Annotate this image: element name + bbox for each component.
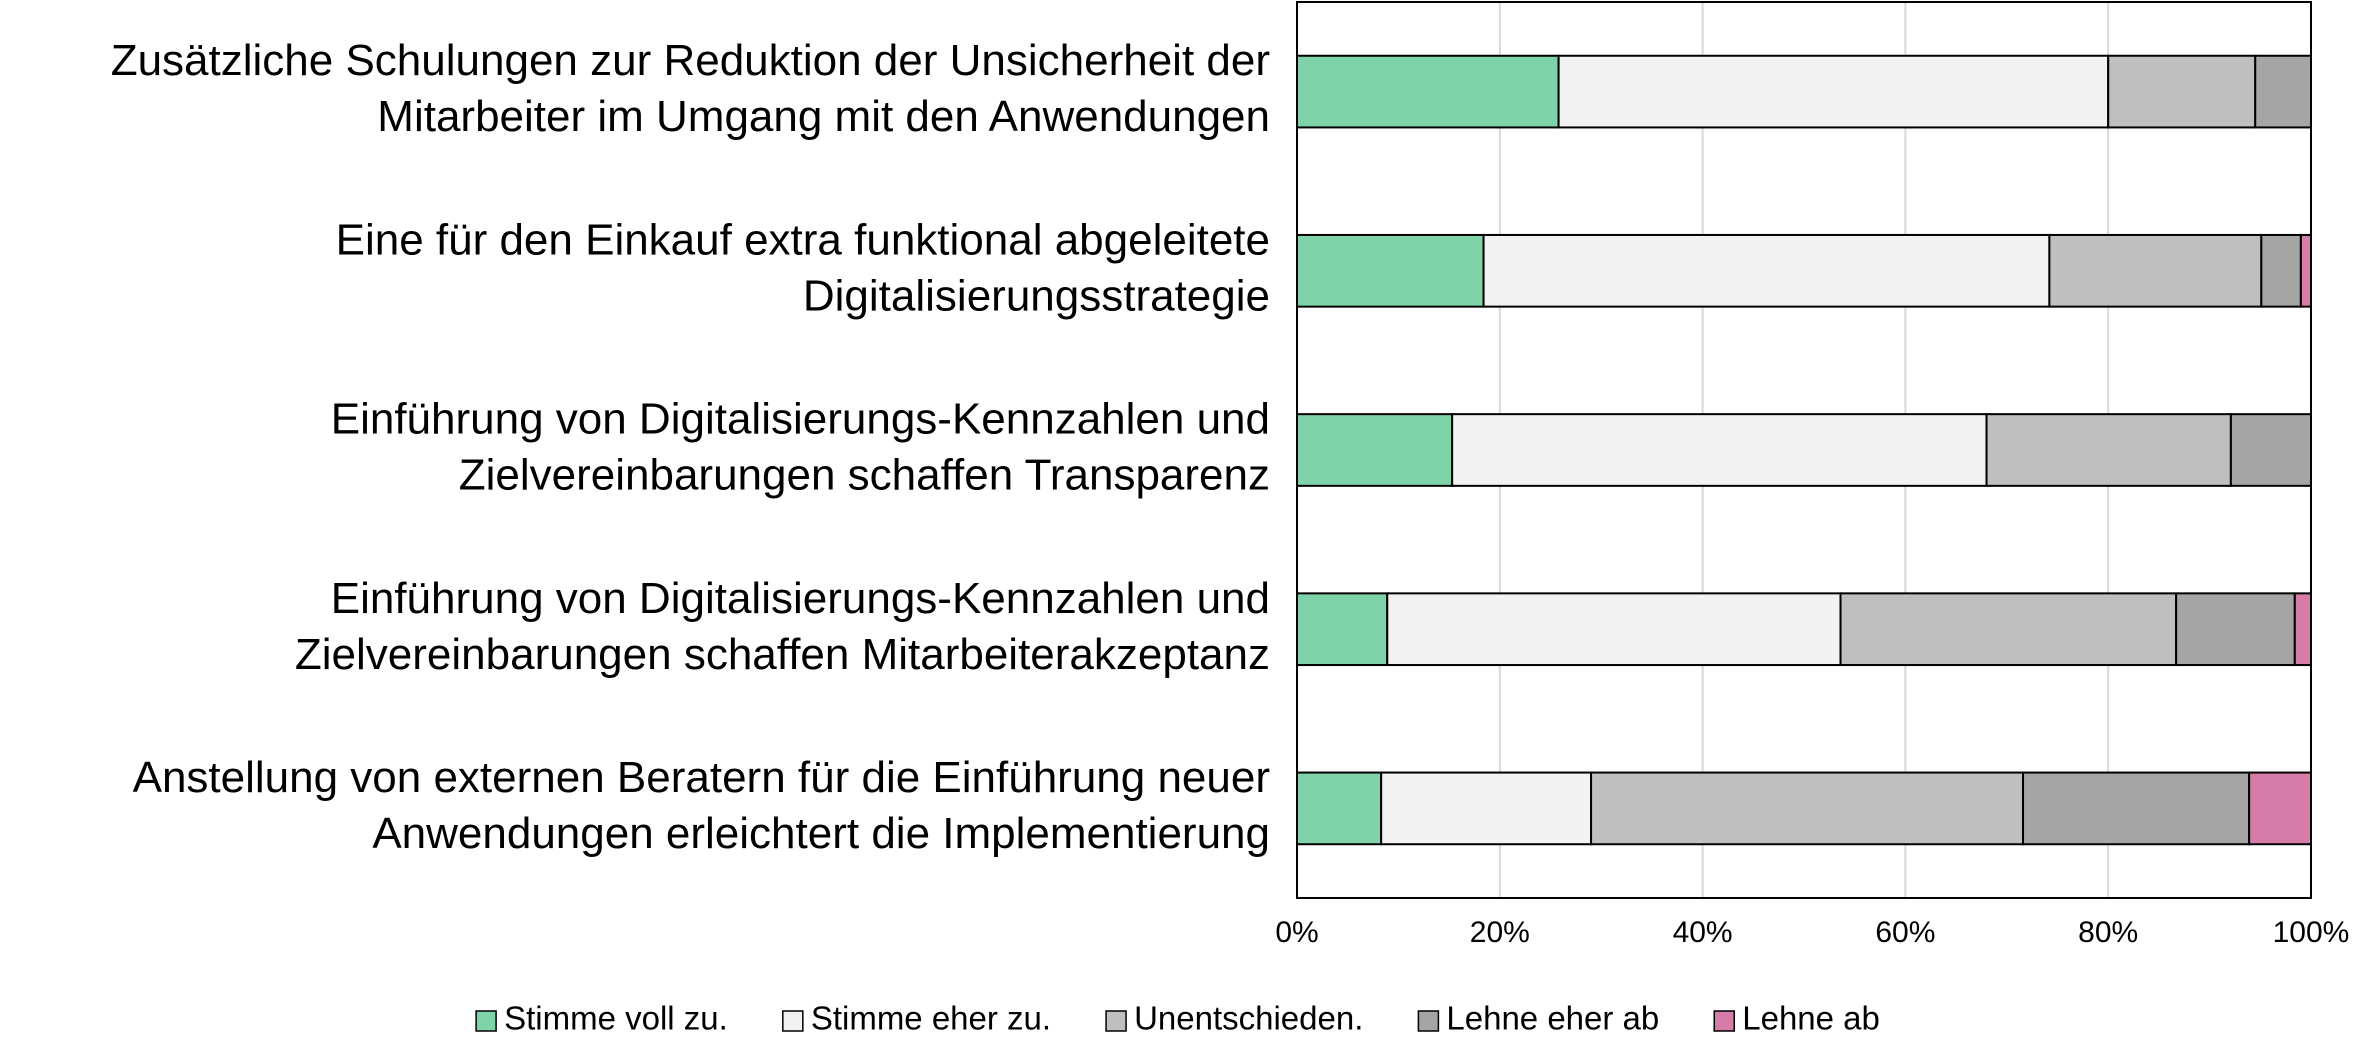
legend-swatch [475, 1010, 497, 1032]
bar-segment [1296, 592, 1389, 667]
bar-segment [1386, 592, 1842, 667]
legend-label: Stimme voll zu. [504, 1000, 728, 1037]
x-tick-label: 40% [1673, 916, 1733, 949]
bar-segment [2048, 233, 2263, 308]
bar-segment [2175, 592, 2296, 667]
bar-segment [2254, 54, 2312, 129]
legend-label: Lehne eher ab [1446, 1000, 1659, 1037]
y-tick-label: Eine für den Einkauf extra funktional ab… [336, 215, 1270, 264]
y-tick-label: Einführung von Digitalisierungs-Kennzahl… [331, 395, 1270, 444]
bar-segment [1985, 413, 2232, 487]
bar-segment [1590, 771, 2025, 846]
legend-swatch [1105, 1010, 1127, 1032]
x-tick-label: 0% [1275, 916, 1318, 949]
y-tick-label: Zielvereinbarungen schaffen Mitarbeitera… [295, 630, 1270, 679]
bar-segment [1296, 413, 1454, 487]
y-tick-label: Anstellung von externen Beratern für die… [133, 753, 1270, 802]
bar-segment [1557, 54, 2110, 129]
bar-segment [2229, 413, 2313, 487]
bar-segment [1296, 233, 1485, 308]
x-tick-label: 80% [2078, 916, 2138, 949]
plot-border [1296, 1, 2312, 899]
bar-segment [1296, 54, 1560, 129]
bar-segment [1482, 233, 2051, 308]
x-tick-label: 100% [2273, 916, 2350, 949]
bar-segment [2248, 771, 2312, 846]
bar-segment [2299, 233, 2313, 308]
x-tick-label: 60% [1875, 916, 1935, 949]
bar-segment [1451, 413, 1988, 487]
y-tick-label: Zielvereinbarungen schaffen Transparenz [459, 451, 1270, 500]
bar-segment [1839, 592, 2178, 667]
legend-label: Lehne ab [1742, 1000, 1880, 1037]
x-tick-label: 20% [1470, 916, 1530, 949]
legend-swatch [1417, 1010, 1440, 1032]
bar-segment [1380, 771, 1593, 846]
legend-label: Stimme eher zu. [811, 1000, 1051, 1037]
bar-segment [2022, 771, 2251, 846]
bar-segment [1296, 771, 1383, 846]
y-tick-label: Mitarbeiter im Umgang mit den Anwendunge… [377, 92, 1270, 141]
y-tick-label: Digitalisierungsstrategie [803, 271, 1270, 320]
y-tick-label: Anwendungen erleichtert die Implementier… [372, 809, 1270, 858]
y-tick-label: Zusätzliche Schulungen zur Reduktion der… [111, 36, 1270, 85]
bar-segment [2260, 233, 2302, 308]
legend-swatch [1713, 1010, 1736, 1032]
bar-segment [2107, 54, 2257, 129]
bar-segment [2293, 592, 2312, 667]
legend-swatch [782, 1010, 804, 1032]
legend-label: Unentschieden. [1134, 1000, 1363, 1037]
y-tick-label: Einführung von Digitalisierungs-Kennzahl… [331, 574, 1270, 623]
